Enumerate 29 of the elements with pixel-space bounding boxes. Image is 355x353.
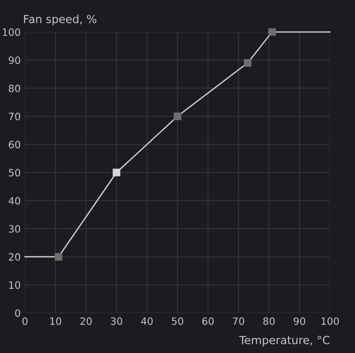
x-tick-label: 70 [232,317,244,325]
y-tick-label: 10 [9,281,20,289]
y-tick-label: 60 [8,140,20,148]
y-tick-label: 20 [8,253,20,261]
y-axis-title: Fan speed, % [24,14,96,26]
point [112,168,120,176]
x-tick-label: 100 [322,317,339,325]
x-axis-title: Temperature, °C [239,336,330,346]
point [244,59,252,67]
y-tick-label: 50 [8,168,20,176]
point [174,112,182,120]
y-tick-label: 100 [2,28,20,36]
x-tick-label: 10 [50,317,62,325]
point [268,28,276,36]
y-tick-label: 90 [8,56,20,64]
x-tick-label: 40 [141,317,153,325]
y-tick-label: 0 [15,309,20,317]
x-tick-label: 20 [80,317,92,325]
y-tick-label: 70 [8,112,20,120]
y-tick-label: 40 [8,196,20,205]
y-tick-label: 30 [8,225,20,233]
point [54,252,62,261]
x-tick-label: 0 [22,317,28,325]
x-tick-label: 90 [294,317,306,325]
x-tick-label: 60 [202,317,214,325]
x-tick-label: 30 [110,317,122,325]
x-tick-label: 80 [263,317,275,325]
y-tick-label: 80 [8,84,20,92]
x-tick-label: 50 [172,317,184,325]
